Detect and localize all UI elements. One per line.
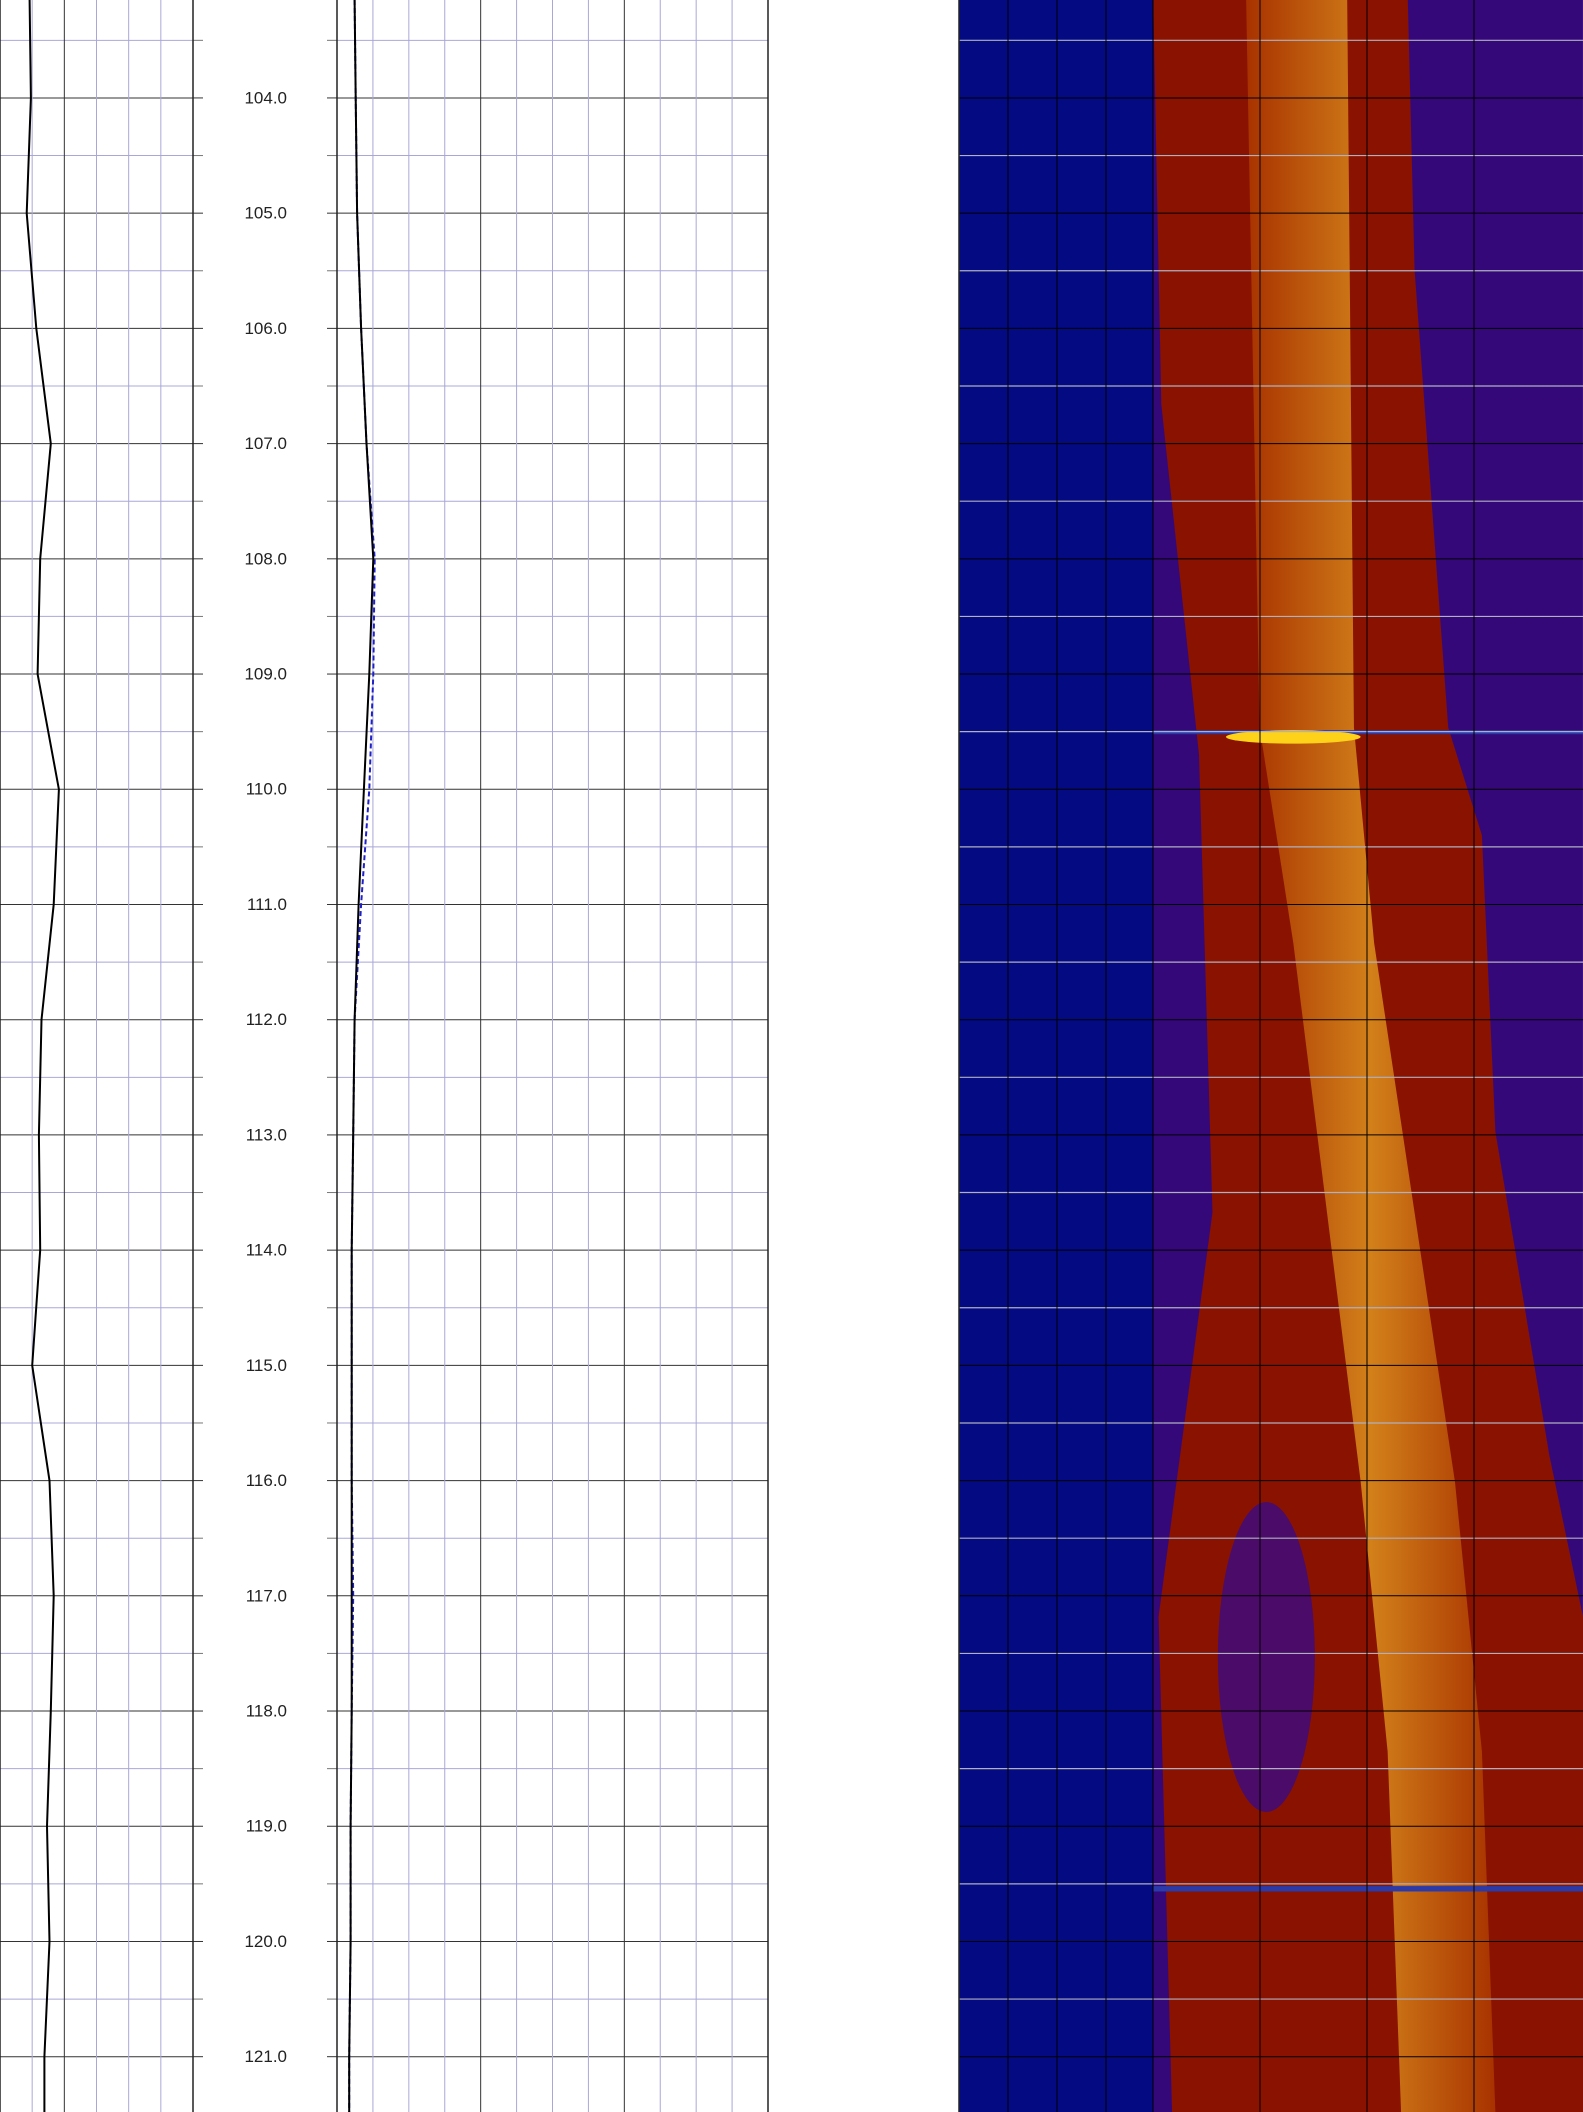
depth-label: 108.0 — [244, 549, 287, 568]
depth-label: 104.0 — [244, 88, 287, 107]
depth-label: 105.0 — [244, 204, 287, 223]
log-curve — [25, 0, 60, 2112]
depth-label: 115.0 — [246, 1356, 287, 1375]
log-curve — [348, 0, 376, 2112]
depth-label: 109.0 — [244, 665, 287, 684]
depth-label: 120.0 — [244, 1932, 287, 1951]
depth-label: 121.0 — [244, 2047, 287, 2066]
depth-label: 113.0 — [246, 1125, 287, 1144]
image-track — [959, 0, 1583, 2112]
log-curve — [348, 0, 375, 2112]
depth-label: 107.0 — [244, 434, 287, 453]
depth-label: 117.0 — [246, 1586, 287, 1605]
depth-label: 112.0 — [246, 1010, 287, 1029]
depth-label: 118.0 — [246, 1702, 287, 1721]
depth-label: 116.0 — [246, 1471, 287, 1490]
depth-label: 110.0 — [246, 780, 287, 799]
depth-label: 119.0 — [246, 1817, 287, 1836]
depth-label: 114.0 — [246, 1241, 287, 1260]
depth-label: 111.0 — [247, 895, 287, 914]
depth-label: 106.0 — [244, 319, 287, 338]
